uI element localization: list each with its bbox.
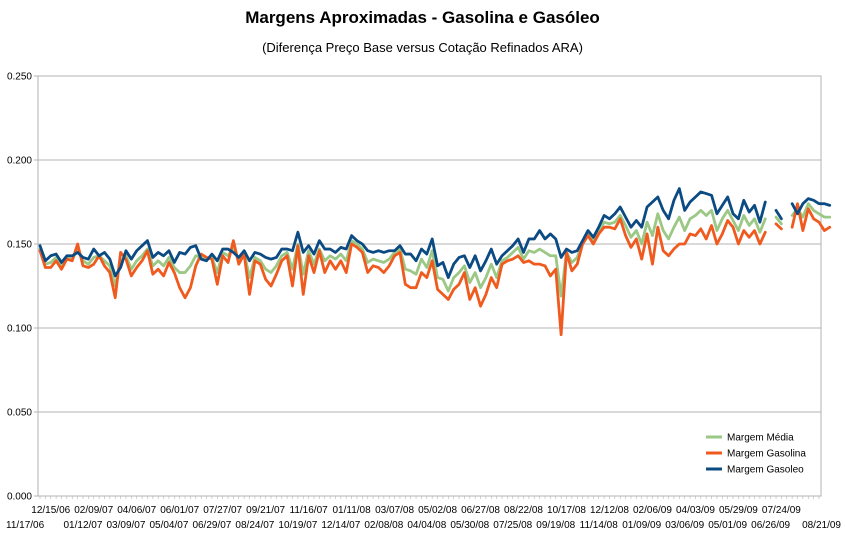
y-tick-labels: 0.000 0.050 0.100 0.150 0.200 0.250	[7, 72, 32, 503]
series-line	[774, 208, 783, 221]
x-tick-label: 02/09/07	[74, 505, 113, 516]
x-tick-label: 12/12/08	[590, 505, 629, 516]
x-tick-label: 06/26/09	[751, 520, 790, 531]
y-tick-label: 0.200	[7, 156, 32, 167]
y-tick-label: 0.250	[7, 72, 32, 83]
x-tick-label: 05/04/07	[149, 520, 188, 531]
x-tick-label: 11/17/06	[6, 520, 45, 531]
x-tick-label: 08/21/09	[802, 520, 841, 531]
series-line	[774, 215, 783, 226]
plot-area	[37, 75, 822, 497]
chart-title: Margens Aproximadas - Gasolina e Gasóleo	[245, 8, 600, 27]
x-tick-label: 05/01/09	[708, 520, 747, 531]
x-tick-labels: 12/15/06 02/09/07 04/06/07 06/01/07 07/27/07…	[6, 505, 841, 531]
series-2	[38, 202, 832, 337]
x-tick-label: 06/29/07	[192, 520, 231, 531]
x-tick-label: 05/29/09	[719, 505, 758, 516]
x-tick-label: 10/17/08	[547, 505, 586, 516]
series-line	[38, 208, 767, 298]
x-tick-label: 11/14/08	[580, 520, 619, 531]
series-line	[38, 217, 767, 337]
series-line	[774, 222, 783, 231]
x-tick-label: 12/14/07	[321, 520, 360, 531]
x-tick-label: 03/07/08	[375, 505, 414, 516]
x-tick-label: 05/02/08	[418, 505, 457, 516]
x-tick-label: 01/09/09	[622, 520, 661, 531]
x-tick-label: 06/01/07	[160, 505, 199, 516]
x-tick-label: 02/06/09	[633, 505, 672, 516]
legend-label: Margem Gasolina	[727, 449, 806, 460]
series-line	[790, 202, 832, 232]
series-lines	[38, 187, 832, 337]
series-3	[38, 187, 832, 280]
x-tick-label: 02/08/08	[364, 520, 403, 531]
x-tick-label: 01/11/08	[333, 505, 372, 516]
gridlines	[38, 75, 821, 497]
x-tick-label: 08/24/07	[235, 520, 274, 531]
legend-label: Margem Gasoleo	[727, 465, 804, 476]
axes	[34, 75, 822, 499]
x-tick-label: 03/09/07	[106, 520, 145, 531]
x-tick-label: 04/04/08	[407, 520, 446, 531]
legend: Margem Média Margem Gasolina Margem Gasole…	[706, 433, 806, 476]
y-tick-label: 0.100	[7, 324, 32, 335]
x-tick-label: 01/12/07	[64, 520, 103, 531]
x-tick-label: 05/30/08	[450, 520, 489, 531]
x-tick-label: 08/22/08	[504, 505, 543, 516]
series-line	[38, 187, 767, 280]
x-tick-label: 09/19/08	[536, 520, 575, 531]
y-tick-label: 0.150	[7, 240, 32, 251]
x-tick-label: 09/21/07	[246, 505, 285, 516]
y-tick-label: 0.000	[7, 492, 32, 503]
x-tick-label: 07/27/07	[203, 505, 242, 516]
chart-subtitle: (Diferença Preço Base versus Cotação Ref…	[262, 40, 583, 55]
x-tick-label: 06/27/08	[461, 505, 500, 516]
y-tick-label: 0.050	[7, 408, 32, 419]
x-tick-label: 03/06/09	[665, 520, 704, 531]
x-tick-label: 11/16/07	[290, 505, 329, 516]
x-tick-label: 04/03/09	[676, 505, 715, 516]
x-tick-label: 07/25/08	[493, 520, 532, 531]
series-line	[790, 197, 832, 216]
x-tick-label: 10/19/07	[278, 520, 317, 531]
x-tick-label: 04/06/07	[117, 505, 156, 516]
x-tick-label: 12/15/06	[31, 505, 70, 516]
legend-label: Margem Média	[727, 433, 794, 444]
x-tick-label: 07/24/09	[762, 505, 801, 516]
